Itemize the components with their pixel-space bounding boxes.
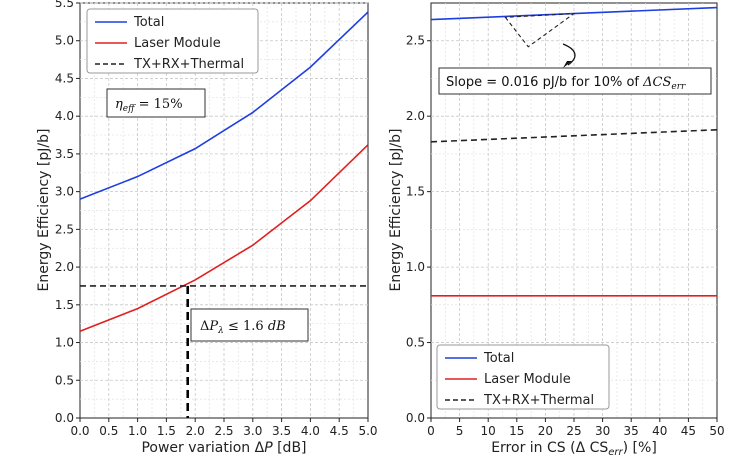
slope-annotation-text: Slope = 0.016 pJ/b for 10% of ΔCSerr xyxy=(446,75,686,92)
slope-annotation-arrowhead xyxy=(563,61,572,68)
eta-annotation: ηeff = 15% xyxy=(106,88,206,118)
left-y-tick-label: 1.5 xyxy=(55,298,74,312)
slope-annotation: Slope = 0.016 pJ/b for 10% of ΔCSerr xyxy=(438,43,712,95)
left-x-tick-label: 4.5 xyxy=(330,424,349,438)
left-x-tick-label: 2.0 xyxy=(186,424,205,438)
right-x-tick-label: 25 xyxy=(566,424,581,438)
right-x-tick-label: 0 xyxy=(427,424,435,438)
left-x-tick-label: 5.0 xyxy=(358,424,377,438)
slope-triangle-shape xyxy=(504,12,576,48)
right-legend: Total Laser Module TX+RX+Thermal xyxy=(436,344,610,410)
left-x-tick-label: 0.5 xyxy=(99,424,118,438)
right-x-tick-label: 15 xyxy=(509,424,524,438)
left-tick-labels: 0.0 0.5 1.0 1.5 2.0 2.5 3.0 3.5 4.0 4.5 5.0 0.0 0.5 1… xyxy=(55,0,378,438)
right-y-tick-label: 2.5 xyxy=(406,34,425,48)
left-x-tick-label: 2.5 xyxy=(214,424,233,438)
left-x-tick-label: 3.0 xyxy=(243,424,262,438)
left-series-lines xyxy=(79,11,369,332)
right-series-txrx xyxy=(430,128,718,143)
left-x-tick-label: 0.0 xyxy=(70,424,89,438)
right-legend-box xyxy=(436,344,610,410)
right-y-tick-label: 1.5 xyxy=(406,185,425,199)
right-x-tick-label: 35 xyxy=(624,424,639,438)
slope-annotation-arrow xyxy=(562,43,576,66)
right-legend-txrx-label: TX+RX+Thermal xyxy=(483,393,594,408)
left-x-tick-label: 3.5 xyxy=(272,424,291,438)
left-y-tick-label: 2.5 xyxy=(55,222,74,236)
right-x-axis-label: Error in CS (Δ CSerr) [%] xyxy=(491,440,657,458)
right-chart-panel: 0 5 10 15 20 25 30 35 40 45 50 0.0 0.5 1.0 1.5 2.0 2.5 E… xyxy=(388,2,725,458)
left-y-tick-label: 4.0 xyxy=(55,109,74,123)
left-y-tick-label: 0.5 xyxy=(55,373,74,387)
delta-p-annotation-text: ΔPλ ≤ 1.6 dB xyxy=(200,319,286,336)
delta-p-annotation-box xyxy=(190,308,309,342)
left-series-laser xyxy=(79,144,369,332)
slope-triangle xyxy=(504,12,576,48)
left-x-tick-label: 4.0 xyxy=(301,424,320,438)
left-legend-box xyxy=(86,8,259,74)
left-y-tick-label: 3.0 xyxy=(55,185,74,199)
right-legend-total-label: Total xyxy=(483,351,514,366)
delta-p-annotation: ΔPλ ≤ 1.6 dB xyxy=(190,308,309,342)
left-series-total xyxy=(79,11,369,200)
right-tick-labels: 0 5 10 15 20 25 30 35 40 45 50 0.0 0.5 1.0 1.5 2.0 2.5 xyxy=(406,34,725,438)
right-legend-laser-label: Laser Module xyxy=(484,372,571,387)
left-legend-txrx-label: TX+RX+Thermal xyxy=(133,57,244,72)
left-y-tick-label: 3.5 xyxy=(55,147,74,161)
left-y-tick-label: 0.0 xyxy=(55,411,74,425)
left-x-tick-label: 1.0 xyxy=(128,424,147,438)
right-x-tick-label: 10 xyxy=(481,424,496,438)
slope-annotation-box xyxy=(438,67,712,95)
right-x-tick-label: 50 xyxy=(709,424,724,438)
left-x-axis-label: Power variation ΔP [dB] xyxy=(141,440,306,456)
left-legend-total-label: Total xyxy=(133,15,164,30)
left-y-tick-label: 4.5 xyxy=(55,71,74,85)
left-y-tick-label: 1.0 xyxy=(55,336,74,350)
right-y-tick-label: 0.0 xyxy=(406,411,425,425)
right-y-tick-label: 0.5 xyxy=(406,336,425,350)
right-x-tick-label: 5 xyxy=(456,424,464,438)
left-legend-laser-label: Laser Module xyxy=(134,36,221,51)
left-legend: Total Laser Module TX+RX+Thermal xyxy=(86,8,259,74)
eta-annotation-box xyxy=(106,88,206,118)
right-x-tick-label: 20 xyxy=(538,424,553,438)
left-x-tick-label: 1.5 xyxy=(157,424,176,438)
right-x-tick-label: 40 xyxy=(652,424,667,438)
right-y-tick-label: 2.0 xyxy=(406,109,425,123)
right-y-axis-label: Energy Efficiency [pJ/b] xyxy=(388,129,404,292)
left-chart-panel: 0.0 0.5 1.0 1.5 2.0 2.5 3.0 3.5 4.0 4.5 5.0 0.0 0.5 1… xyxy=(36,0,378,456)
right-x-tick-label: 30 xyxy=(595,424,610,438)
right-x-tick-label: 45 xyxy=(681,424,696,438)
left-y-tick-label: 2.0 xyxy=(55,260,74,274)
left-y-tick-label: 5.0 xyxy=(55,34,74,48)
right-y-tick-label: 1.0 xyxy=(406,260,425,274)
left-y-tick-label: 5.5 xyxy=(55,0,74,10)
left-y-axis-label: Energy Efficiency [pJ/b] xyxy=(36,129,52,292)
